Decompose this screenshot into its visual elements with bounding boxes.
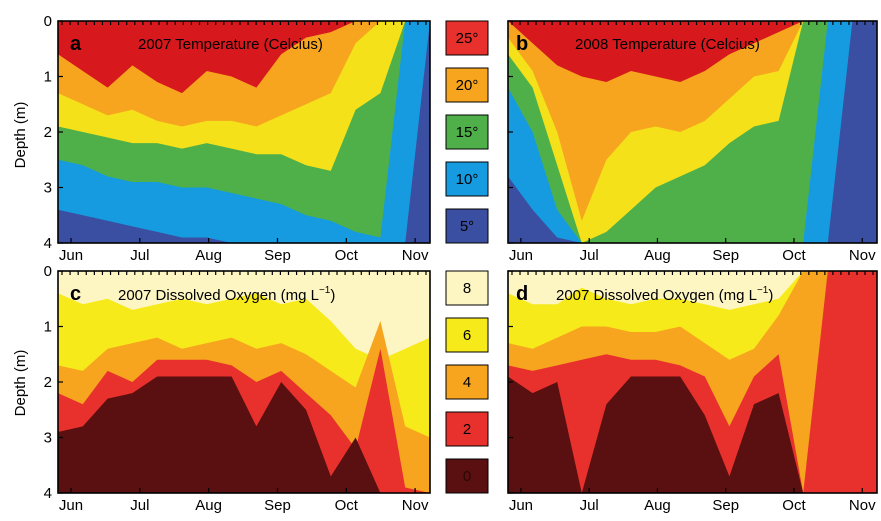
colorbar-temperature: 25° 20° 15° 10° 5° — [445, 20, 489, 244]
y-tick-label: 4 — [44, 235, 52, 252]
colorbar-swatch — [445, 270, 489, 306]
panel-b: Jun Jul Aug Sep Oct Nov b 2008 Temperature (C… — [507, 20, 878, 264]
plot-c: Jun Jul Aug Sep Oct Nov 0 1 2 3 4 — [44, 263, 431, 514]
colorbar-swatch — [445, 161, 489, 197]
colorbar-label: 15° — [456, 124, 479, 141]
colorbar-label: 0 — [463, 468, 471, 485]
colorbar-label: 5° — [460, 218, 474, 235]
y-axis-label-a: Depth (m) — [12, 102, 29, 169]
x-tick-label: Aug — [644, 497, 671, 514]
x-tick-label: Oct — [782, 247, 806, 264]
x-tick-label: Oct — [335, 497, 359, 514]
x-tick-label: Sep — [712, 497, 739, 514]
panel-letter-c: c — [70, 283, 81, 305]
plot-d: Jun Jul Aug Sep Oct Nov — [507, 270, 878, 514]
x-tick-label: Jul — [130, 247, 149, 264]
x-tick-label: Sep — [712, 247, 739, 264]
colorbar-swatch — [445, 67, 489, 103]
panel-title-c: 2007 Dissolved Oxygen (mg L−1) — [118, 285, 335, 304]
x-tick-label: Jun — [59, 497, 83, 514]
x-tick-label: Oct — [335, 247, 359, 264]
x-tick-label: Jun — [509, 497, 533, 514]
panel-d: Jun Jul Aug Sep Oct Nov d 2007 Dissolved Oxyg… — [507, 270, 878, 514]
x-tick-label: Nov — [402, 247, 429, 264]
colorbar-label: 20° — [456, 77, 479, 94]
x-tick-label: Oct — [782, 497, 806, 514]
contour-band-0 — [58, 376, 430, 493]
panel-a: Depth (m) Jun Jul Aug Sep Oct Nov 0 1 2 3 4 a 2007… — [12, 13, 431, 264]
contour-band-10 — [58, 21, 430, 243]
contour-band-15 — [508, 21, 877, 243]
panel-letter-d: d — [516, 283, 528, 305]
plot-a: Jun Jul Aug Sep Oct Nov 0 1 2 3 4 — [44, 13, 431, 264]
y-tick-label: 1 — [44, 69, 52, 86]
y-axis-label-c: Depth (m) — [12, 350, 29, 417]
panel-title-a: 2007 Temperature (Celcius) — [138, 36, 323, 53]
y-tick-label: 4 — [44, 485, 52, 502]
colorbar-label: 4 — [463, 374, 471, 391]
colorbar-label: 8 — [463, 280, 471, 297]
y-tick-label: 3 — [44, 180, 52, 197]
plot-b: Jun Jul Aug Sep Oct Nov — [507, 20, 878, 264]
x-tick-label: Nov — [849, 247, 876, 264]
panel-title-b: 2008 Temperature (Celcius) — [575, 36, 760, 53]
x-tick-label: Jun — [59, 247, 83, 264]
x-tick-label: Aug — [644, 247, 671, 264]
x-tick-label: Aug — [195, 497, 222, 514]
y-tick-label: 2 — [44, 124, 52, 141]
y-tick-label: 2 — [44, 374, 52, 391]
y-tick-label: 3 — [44, 430, 52, 447]
panel-letter-b: b — [516, 33, 528, 55]
colorbar-label: 10° — [456, 171, 479, 188]
panel-c: Depth (m) Jun Jul Aug Sep Oct Nov 0 1 2 3 4 c 2007… — [12, 263, 431, 514]
x-tick-label: Jul — [580, 247, 599, 264]
colorbar-swatch — [445, 364, 489, 400]
colorbar-label: 25° — [456, 30, 479, 47]
x-tick-label: Jun — [509, 247, 533, 264]
colorbar-label: 6 — [463, 327, 471, 344]
colorbar-swatch — [445, 458, 489, 494]
colorbar-swatch — [445, 411, 489, 447]
x-tick-label: Jul — [130, 497, 149, 514]
x-tick-label: Sep — [264, 497, 291, 514]
x-tick-label: Aug — [195, 247, 222, 264]
y-tick-label: 0 — [44, 263, 52, 280]
colorbar-swatch — [445, 317, 489, 353]
x-tick-label: Nov — [849, 497, 876, 514]
panel-letter-a: a — [70, 33, 82, 55]
colorbar-oxygen: 8 6 4 2 0 — [445, 270, 489, 494]
x-tick-label: Nov — [402, 497, 429, 514]
contour-band-0 — [508, 376, 877, 493]
colorbar-swatch — [445, 208, 489, 244]
colorbar-swatch — [445, 114, 489, 150]
contour-band-5 — [508, 21, 877, 243]
y-tick-label: 1 — [44, 319, 52, 336]
x-tick-label: Jul — [580, 497, 599, 514]
contour-band-5 — [58, 21, 430, 243]
y-tick-label: 0 — [44, 13, 52, 30]
colorbar-swatch — [445, 20, 489, 56]
x-tick-label: Sep — [264, 247, 291, 264]
panel-title-d: 2007 Dissolved Oxygen (mg L−1) — [556, 285, 773, 304]
colorbar-label: 2 — [463, 421, 471, 438]
